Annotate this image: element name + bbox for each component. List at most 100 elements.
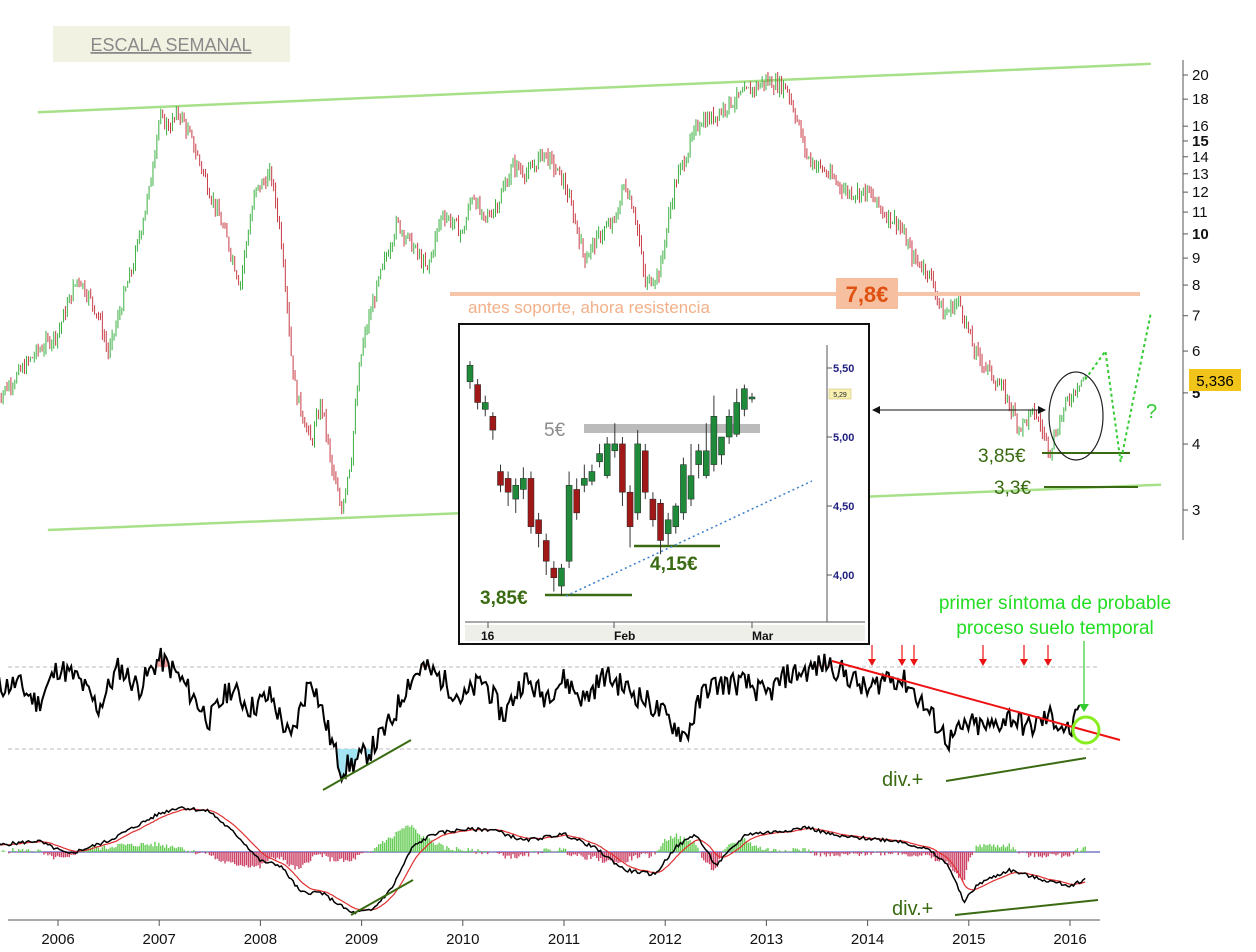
support-385-label: 3,85€ [978,446,1026,467]
trendline-upper [37,62,1152,114]
time-tick-label: 2011 [548,931,580,948]
projection-path [1084,312,1152,463]
time-tick-label: 2012 [649,931,682,948]
link-arrow-head-left [872,406,880,414]
price-bars [0,71,1086,515]
candle-body [603,443,611,476]
support-33-label: 3,3€ [994,478,1031,499]
osc-line [0,647,1081,785]
price-tick-label: 14 [1192,149,1209,166]
time-tick-label: 2013 [750,931,783,948]
time-tick-label: 2015 [952,931,985,948]
candle-body [642,450,649,493]
price-tick-label: 11 [1192,204,1208,221]
inset-trendline [565,480,813,597]
title-box [53,26,290,62]
time-axis: 2006 2007 2008 2009 2010 2011 2012 2013 2014 2015… [41,920,1087,948]
osc-note-line2: proceso suelo temporal [956,618,1154,639]
inset-tick-label: 4,50 [833,501,854,513]
candle-body [596,453,603,463]
price-tick-label: 9 [1192,250,1200,267]
time-tick-label: 2008 [244,931,277,948]
candle-body [634,443,641,514]
osc-note-arrow-head [1079,704,1089,712]
candle-body [497,471,504,486]
oscillator-panel: primer síntoma de probable proceso suelo… [0,593,1171,791]
candle-body [512,485,519,500]
resistance-tag: 7,8€ [846,282,889,307]
candle-body [550,567,558,579]
projection-question: ? [1146,401,1157,423]
candle-body [619,443,626,493]
candle-body [481,402,489,410]
candle-body [558,567,565,587]
candle-body [565,485,573,562]
inset-415-label: 4,15€ [650,554,698,575]
osc-red-arrows [868,645,1052,666]
candle-body [695,450,702,465]
inset-last-value: 5,29 [833,392,847,399]
chart-title: ESCALA SEMANAL [90,35,251,55]
macd-div-label: div.+ [892,898,933,920]
focus-ellipse [1048,371,1104,461]
price-tick-label: 5 [1192,385,1200,402]
price-tick-label: 10 [1192,226,1209,243]
price-tick-label: 3 [1192,502,1200,519]
osc-red-arrow-head [910,659,918,666]
time-tick-label: 2016 [1053,931,1086,948]
inset-tick-label: 5,50 [833,363,854,375]
candle-body [710,416,718,465]
candle-body [718,436,725,456]
candle-body [489,416,497,431]
candle-body [748,396,756,400]
candle-body [573,489,580,514]
candle-body [520,478,527,490]
candle-body [672,505,680,527]
candle-body [504,478,512,493]
inset-axis: 5,50 5,00 4,50 4,00 16 Feb Mar [481,363,854,643]
osc-signal-circle [1071,715,1101,745]
price-tick-label: 7 [1192,308,1200,325]
resistance-note: antes soporte, ahora resistencia [468,298,710,317]
candle-body [680,464,687,514]
time-tick-label: 2009 [345,931,378,948]
candle-body [611,443,619,452]
price-tick-label: 12 [1192,184,1209,201]
candle-body [474,384,481,403]
inset-xtick-label: Feb [614,629,635,643]
inset-tick-label: 4,00 [833,570,854,582]
resistance-tag-box [836,278,898,309]
time-tick-label: 2007 [143,931,176,948]
osc-note-line1: primer síntoma de probable [939,593,1171,614]
candle-body [527,478,535,527]
candle-body [588,471,596,482]
price-tick-label: 4 [1192,436,1200,453]
time-tick-label: 2010 [446,931,479,948]
osc-div-label: div.+ [882,769,923,791]
osc-div-line-2009 [322,739,412,791]
time-tick-label: 2014 [851,931,884,948]
last-price-value: 5,336 [1196,373,1234,390]
inset-xtick-label: Mar [752,629,774,643]
osc-red-arrow-head [898,659,906,666]
inset-385-label: 3,85€ [480,588,528,609]
candle-body [687,475,695,500]
candle-body [466,364,474,383]
price-tick-label: 6 [1192,343,1200,360]
price-tick-label: 13 [1192,166,1209,183]
inset-xtick-label: 16 [481,629,495,643]
inset-frame [458,323,870,645]
candle-body [733,402,741,435]
candle-body [542,540,550,562]
osc-red-arrow-head [868,659,876,666]
candle-body [581,478,588,486]
osc-div-line-2016 [945,757,1087,782]
candle-body [703,450,710,476]
osc-red-arrow-head [1044,659,1052,666]
inset-5-band [584,424,760,433]
candle-body [626,491,634,527]
osc-resistance-line [831,660,1121,741]
